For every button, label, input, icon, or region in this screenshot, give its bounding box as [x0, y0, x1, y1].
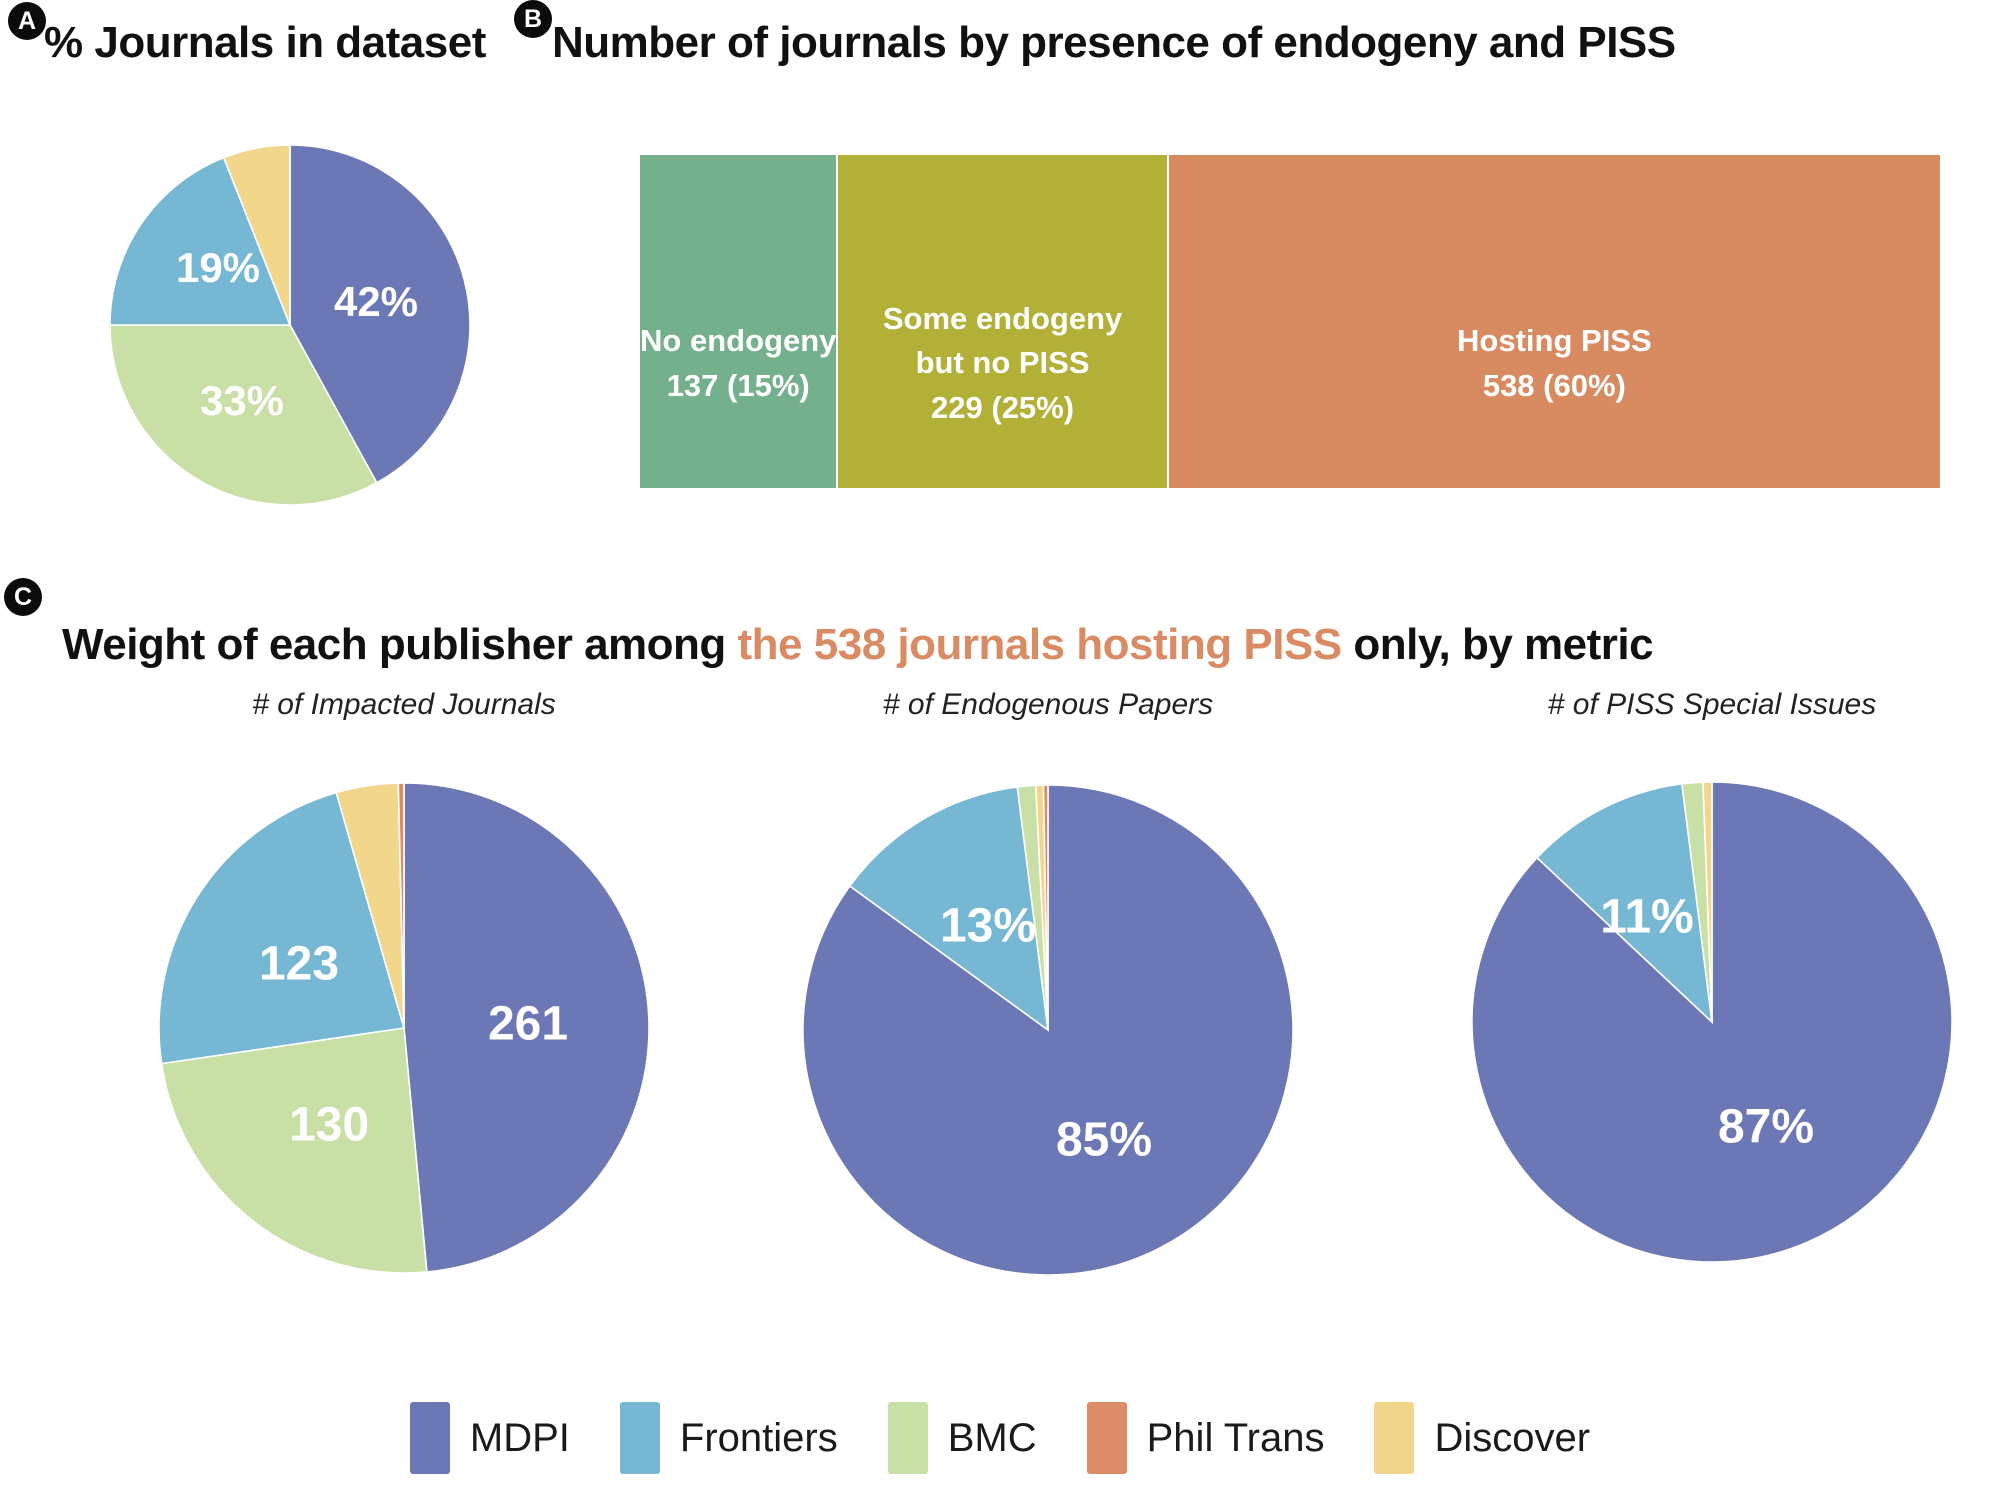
pie-value-label: 19% — [175, 244, 261, 291]
pie-value-label: 33% — [199, 377, 285, 424]
pie-endogenous-papers-svg — [803, 785, 1293, 1275]
legend-item-discover: Discover — [1374, 1402, 1590, 1474]
panel-c-badge: C — [4, 578, 42, 616]
pie-slice-phil-trans — [1042, 785, 1049, 1031]
pie-chart-endogenous-papers: 85% 13% — [803, 785, 1293, 1275]
pie-value-label: 11% — [1600, 890, 1694, 944]
bar-segment-label: No endogeny 137 (15%) — [640, 319, 836, 407]
panel-a-badge: A — [8, 2, 46, 40]
panel-c-title-highlight: the 538 journals hosting PISS — [737, 620, 1343, 669]
bar-label-line: 229 (25%) — [931, 389, 1075, 425]
pie-value-label: 123 — [258, 937, 340, 991]
pie-piss-special-issues-svg — [1472, 782, 1952, 1262]
legend-label-frontiers: Frontiers — [679, 1415, 838, 1460]
legend-item-frontiers: Frontiers — [619, 1402, 838, 1474]
pie-value-label: 13% — [939, 899, 1037, 953]
panel-c-title-prefix: Weight of each publisher among — [62, 620, 738, 669]
bar-label-line: Some endogeny — [882, 301, 1123, 337]
pie-slice-frontiers — [110, 156, 292, 326]
pie-slice-frontiers — [159, 791, 406, 1065]
pie-slice-frontiers — [848, 786, 1050, 1032]
panel-a-title: % Journals in dataset — [44, 18, 486, 67]
bar-label-line: 538 (60%) — [1482, 367, 1626, 403]
legend-swatch-bmc — [887, 1402, 928, 1474]
pie-slice-bmc — [110, 324, 378, 505]
legend-item-mdpi: MDPI — [409, 1402, 570, 1474]
panel-b-badge: B — [514, 0, 552, 38]
bar-segment-hosting-piss: Hosting PISS 538 (60%) — [1168, 155, 1940, 488]
bar-segment-no-endogeny: No endogeny 137 (15%) — [640, 155, 839, 488]
pie-impacted-journals-svg — [159, 783, 649, 1273]
legend-label-discover: Discover — [1434, 1415, 1591, 1460]
legend-label-mdpi: MDPI — [469, 1415, 570, 1460]
pie-chart-journals-in-dataset: 42% 33% 19% — [110, 145, 470, 505]
pie-value-label: 130 — [288, 1098, 370, 1152]
panel-c-title: Weight of each publisher among the 538 j… — [62, 620, 1654, 670]
bar-label-line: Hosting PISS — [1457, 323, 1652, 359]
bar-segment-some-endogeny-no-piss: Some endogeny but no PISS 229 (25%) — [838, 155, 1169, 488]
pie-slice-mdpi — [289, 145, 470, 484]
pie-slice-bmc — [160, 1027, 428, 1273]
bar-label-line: but no PISS — [915, 345, 1090, 381]
pie-value-label: 85% — [1055, 1113, 1153, 1167]
pie-value-label: 261 — [487, 997, 569, 1051]
legend: MDPI Frontiers BMC Phil Trans Discover — [0, 1402, 2000, 1474]
bar-label-line: No endogeny — [640, 323, 837, 359]
pie-slice-phil-trans — [397, 783, 405, 1029]
pie-slice-discover — [1702, 782, 1713, 1023]
pie-journals-in-dataset-svg — [110, 145, 470, 505]
subtitle-endogenous-papers: # of Endogenous Papers — [882, 688, 1214, 721]
pie-chart-impacted-journals: 261 130 123 — [159, 783, 649, 1273]
subtitle-piss-special-issues: # of PISS Special Issues — [1547, 688, 1877, 721]
legend-swatch-phil-trans — [1086, 1402, 1127, 1474]
legend-swatch-mdpi — [409, 1402, 450, 1474]
panel-b-title: Number of journals by presence of endoge… — [552, 18, 1676, 67]
legend-item-bmc: BMC — [887, 1402, 1037, 1474]
bar-label-line: 137 (15%) — [666, 367, 810, 403]
legend-swatch-frontiers — [619, 1402, 660, 1474]
pie-chart-piss-special-issues: 87% 11% — [1472, 782, 1952, 1262]
pie-value-label: 42% — [333, 278, 419, 325]
legend-label-phil-trans: Phil Trans — [1146, 1415, 1325, 1460]
bar-segment-label: Hosting PISS 538 (60%) — [1457, 319, 1652, 407]
stacked-bar-endogeny-piss: No endogeny 137 (15%) Some endogeny but … — [640, 155, 1940, 488]
subtitle-impacted-journals: # of Impacted Journals — [252, 688, 556, 721]
pie-slice-mdpi — [803, 785, 1293, 1275]
pie-slice-frontiers — [1535, 782, 1714, 1025]
bar-segment-label: Some endogeny but no PISS 229 (25%) — [883, 297, 1122, 429]
pie-slice-discover — [222, 145, 291, 326]
legend-swatch-discover — [1374, 1402, 1415, 1474]
pie-value-label: 87% — [1717, 1100, 1815, 1154]
pie-slice-mdpi — [403, 783, 649, 1273]
legend-item-phil-trans: Phil Trans — [1086, 1402, 1325, 1474]
panel-c-title-suffix: only, by metric — [1341, 620, 1654, 669]
legend-label-bmc: BMC — [947, 1415, 1037, 1460]
pie-slice-mdpi — [1472, 782, 1952, 1262]
